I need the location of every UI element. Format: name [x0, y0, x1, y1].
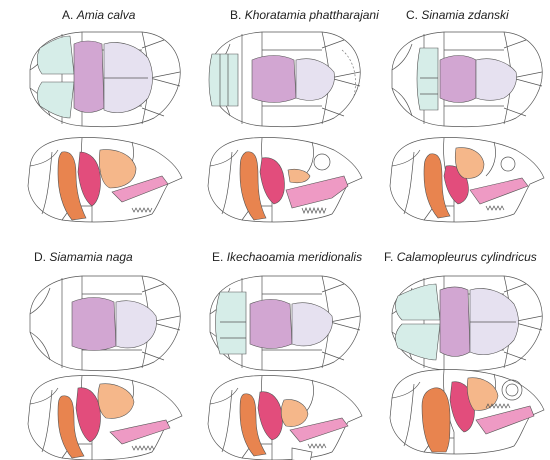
panel-d-lateral-orange	[57, 395, 85, 459]
panel-a-lateral-orange	[57, 151, 87, 221]
panel-label-d: D. Siamamia naga	[34, 250, 133, 264]
panel-d-dorsal-skull	[29, 275, 181, 372]
panel-b-lateral-pink	[285, 175, 349, 209]
panel-a-lateral-magenta	[77, 151, 101, 207]
panel-e-lateral-teeth	[307, 443, 327, 449]
panel-a-dorsal-teal-right	[36, 81, 75, 119]
panel-f	[389, 275, 545, 455]
panel-c-dorsal-skull	[391, 31, 543, 128]
panel-b	[207, 31, 363, 223]
panel-d-lateral-skull	[27, 375, 183, 460]
panel-d-lateral-peach	[97, 383, 135, 419]
panel-e-dorsal-purple	[249, 299, 293, 349]
panel-a	[27, 31, 183, 223]
panel-f-dorsal-purple	[439, 286, 471, 357]
panel-a-lateral-teeth	[131, 207, 153, 213]
panel-f-lateral-eye-outer	[501, 379, 523, 401]
panel-b-lateral-teeth	[301, 207, 327, 214]
panel-b-lateral-eye	[313, 153, 331, 171]
panel-c-lateral-orange	[423, 153, 451, 219]
panel-d	[27, 275, 183, 460]
panel-a-dorsal-teal-left	[36, 35, 75, 75]
panel-e-lateral-orange	[239, 393, 267, 457]
panel-d-dorsal-lavender	[115, 300, 157, 349]
panel-f-lateral-pink	[475, 405, 535, 435]
panel-f-dorsal-skull	[391, 275, 543, 372]
panel-e-dorsal-skull	[209, 275, 361, 372]
panel-a-dorsal-skull	[29, 31, 181, 128]
panel-a-dorsal-lavender	[103, 42, 153, 113]
panel-c-lateral-skull	[389, 137, 545, 223]
panel-label-f: F. Calamopleurus cylindricus	[384, 250, 537, 264]
panel-c-lateral-peach	[454, 147, 485, 179]
panel-f-lateral-orange	[421, 387, 451, 453]
panel-label-c: C. Sinamia zdanski	[406, 8, 509, 22]
panel-c	[389, 31, 545, 223]
panel-e-dorsal-lavender	[291, 302, 333, 347]
panel-c-lateral-pink	[469, 177, 529, 205]
panel-e-lateral-peach	[280, 399, 309, 427]
panel-label-b: B. Khoratamia phattharajani	[230, 8, 379, 22]
panel-b-dorsal-lavender	[295, 58, 335, 101]
panel-f-dorsal-lavender	[469, 288, 519, 355]
panel-d-lateral-magenta	[75, 387, 101, 443]
panel-f-dorsal-teal-left	[395, 283, 441, 321]
panel-b-dorsal-dashed	[341, 49, 356, 97]
panel-b-lateral-skull	[207, 137, 363, 223]
panel-e	[207, 275, 363, 460]
panel-e-lateral-pink	[289, 417, 349, 443]
panel-e-lateral-skull	[207, 375, 363, 460]
panel-b-lateral-orange	[239, 151, 267, 221]
panel-a-lateral-skull	[27, 137, 183, 223]
panel-c-dorsal-teal	[416, 47, 439, 111]
panel-f-dorsal-teal-right	[395, 323, 441, 361]
panel-b-lateral-magenta	[259, 157, 285, 205]
panel-b-lateral-peach	[287, 168, 311, 184]
panel-c-dorsal-lavender	[475, 58, 517, 101]
panel-f-lateral-eye-inner	[505, 383, 519, 397]
panel-c-lateral-teeth	[485, 205, 505, 211]
panel-label-a: A. Amia calva	[62, 8, 136, 22]
panel-c-dorsal-purple	[439, 55, 477, 103]
panel-d-lateral-pink	[109, 419, 171, 445]
panel-d-lateral-teeth	[131, 445, 155, 451]
panel-a-lateral-pink	[111, 175, 169, 203]
panel-b-dorsal-purple	[251, 55, 297, 103]
panel-d-dorsal-purple	[71, 297, 117, 351]
panel-b-dorsal-skull	[208, 31, 361, 128]
panel-f-lateral-skull	[389, 369, 545, 455]
panel-e-lateral-magenta	[257, 391, 283, 441]
panel-c-lateral-eye	[500, 156, 516, 172]
panel-label-e: E. Ikechaoamia meridionalis	[212, 250, 363, 264]
panel-f-lateral-teeth	[485, 403, 511, 409]
panel-e-dorsal-teal	[215, 291, 247, 355]
panel-a-dorsal-purple	[73, 40, 105, 113]
panel-a-lateral-peach	[99, 149, 137, 189]
panel-b-dorsal-teal	[208, 53, 239, 107]
